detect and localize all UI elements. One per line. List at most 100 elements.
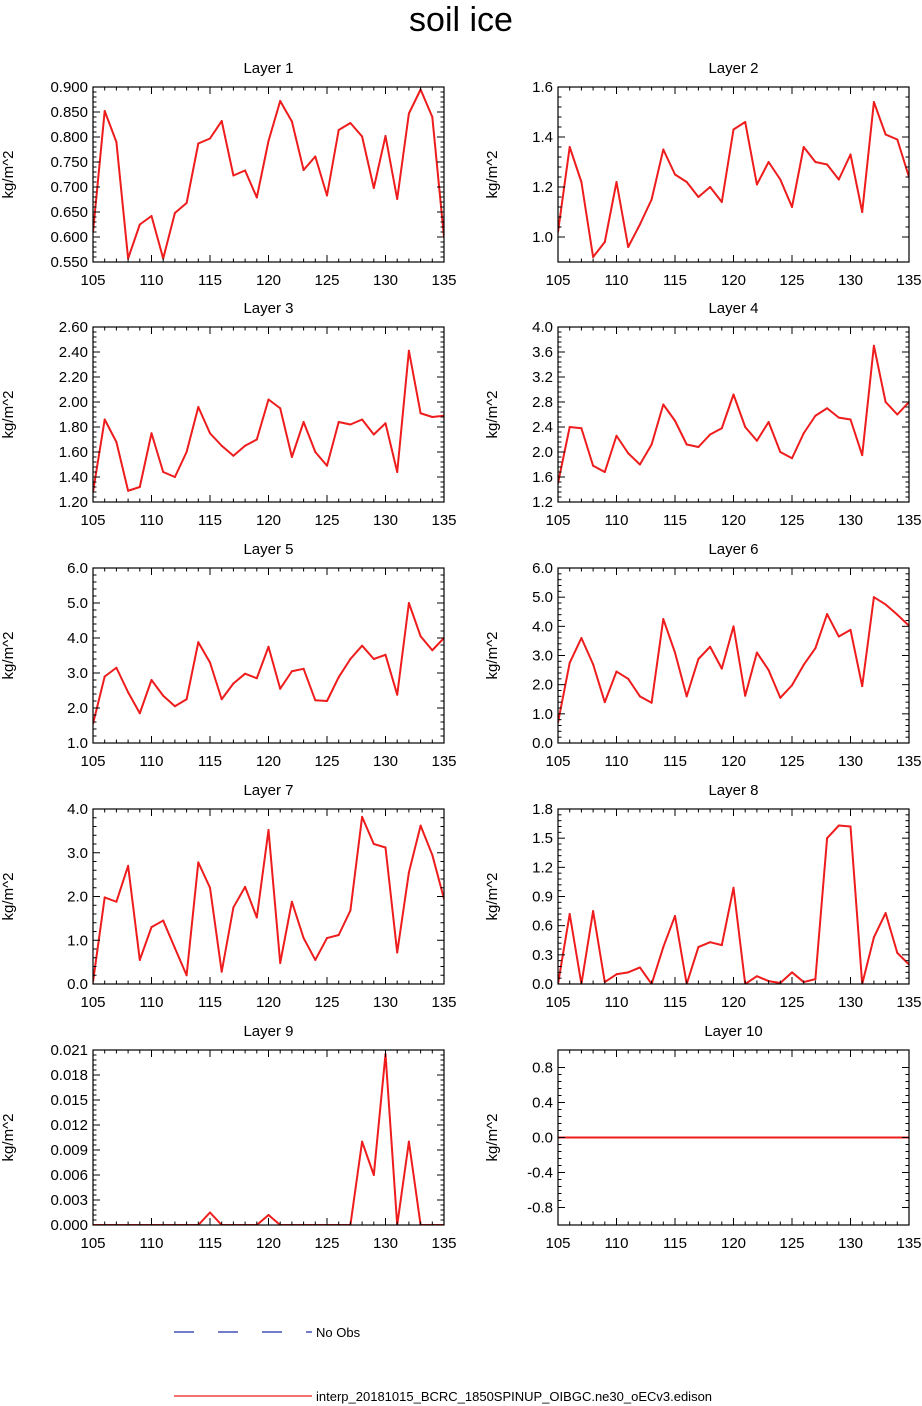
data-point	[685, 443, 688, 446]
y-tick-label: 0.550	[50, 254, 88, 271]
y-tick-label: 1.80	[59, 419, 88, 436]
data-point	[732, 625, 735, 628]
chart-panel-7: 105 110 115 120 125 130 135 0.0 1.0 2.0 3.0 4.0 Laye…	[0, 782, 457, 1011]
data-point	[744, 121, 747, 123]
data-point	[720, 201, 723, 203]
x-tick-label: 110	[605, 994, 629, 1011]
data-point	[896, 951, 899, 954]
y-tick-label: 3.0	[67, 845, 88, 862]
data-point	[396, 198, 399, 200]
data-point	[884, 133, 887, 136]
y-tick-label: 2.00	[59, 394, 88, 411]
data-point	[150, 679, 153, 681]
data-point	[814, 414, 817, 417]
data-point	[150, 215, 153, 217]
data-point	[697, 1136, 700, 1139]
data-point	[896, 413, 899, 416]
y-tick-label: 0.6	[532, 918, 553, 935]
data-point	[814, 1136, 817, 1139]
data-point	[697, 658, 700, 660]
data-point	[732, 128, 735, 131]
y-tick-label: 0.003	[50, 1192, 88, 1209]
x-tick-label: 125	[314, 753, 339, 770]
x-tick-label: 120	[721, 512, 746, 529]
data-point	[115, 141, 118, 143]
x-tick-label: 130	[373, 994, 398, 1011]
y-axis-label: kg/m^2	[484, 873, 501, 921]
data-point	[220, 444, 223, 447]
plot-frame	[92, 86, 445, 263]
data-point	[884, 401, 887, 403]
data-point	[627, 971, 630, 974]
x-tick-label: 125	[779, 994, 804, 1011]
data-point	[662, 403, 665, 406]
y-tick-label: 2.40	[59, 344, 88, 361]
x-tick-label: 115	[663, 512, 687, 529]
y-axis-label: kg/m^2	[0, 151, 17, 199]
data-point	[115, 666, 118, 669]
data-point	[767, 161, 770, 163]
x-tick-label: 125	[314, 512, 339, 529]
chart-panel-10: 105 110 115 120 125 130 135 -0.8 -0.4 0.0 0.4 0.8 La…	[484, 1023, 922, 1252]
x-tick-label: 105	[80, 994, 105, 1011]
data-point	[580, 637, 583, 639]
data-point	[662, 1136, 665, 1139]
data-point	[568, 1136, 571, 1139]
x-tick-label: 115	[198, 753, 222, 770]
y-tick-label: 0.750	[50, 154, 88, 171]
data-point	[396, 693, 399, 696]
data-point	[674, 419, 676, 422]
x-tick-label: 115	[198, 1235, 222, 1252]
data-point	[650, 198, 653, 201]
data-point	[697, 946, 700, 949]
data-point	[337, 421, 340, 423]
data-point	[138, 223, 141, 226]
data-point	[592, 910, 595, 913]
y-tick-label: 0.850	[50, 104, 88, 121]
data-point	[197, 861, 200, 864]
y-tick-label: 0.650	[50, 204, 88, 221]
y-tick-label: 1.2	[532, 494, 553, 511]
data-point	[814, 978, 817, 981]
data-point	[349, 909, 352, 912]
chart-panel-4: 105 110 115 120 125 130 135 1.2 1.6 2.0 2.4 2.8 3.2 3…	[484, 300, 922, 529]
y-tick-label: 1.0	[67, 735, 88, 752]
data-point	[419, 635, 422, 638]
data-point	[103, 110, 106, 112]
data-point	[580, 181, 583, 183]
x-tick-label: 135	[431, 753, 456, 770]
data-point	[314, 155, 317, 158]
data-point	[349, 423, 352, 426]
y-tick-label: 0.700	[50, 179, 88, 196]
legend: No Obs interp_20181015_BCRC_1850SPINUP_O…	[174, 1325, 712, 1404]
chart-panel-5: 105 110 115 120 125 130 135 1.0 2.0 3.0 4.0 5.0 6.0 L…	[0, 541, 457, 770]
chart-panel-2: 105 110 115 120 125 130 135 1.0 1.2 1.4 1.6 Layer 2…	[484, 60, 922, 289]
data-point	[290, 670, 293, 673]
y-tick-label: 1.20	[59, 494, 88, 511]
data-point	[662, 618, 665, 621]
data-point	[685, 181, 688, 183]
data-point	[592, 464, 595, 467]
y-tick-label: 0.012	[50, 1117, 88, 1134]
x-tick-label: 110	[140, 272, 164, 289]
data-point	[255, 916, 258, 919]
y-tick-label: 3.0	[67, 665, 88, 682]
x-tick-label: 105	[80, 753, 105, 770]
y-tick-label: 1.0	[532, 706, 553, 723]
data-point	[650, 1136, 653, 1139]
data-point	[650, 701, 653, 704]
data-point	[802, 663, 805, 666]
data-point	[115, 441, 118, 443]
panel-title: Layer 10	[704, 1023, 762, 1040]
panel-title: Layer 6	[708, 541, 758, 558]
data-point	[779, 451, 782, 453]
plot-frame	[557, 326, 910, 503]
data-point	[603, 701, 606, 704]
x-tick-label: 125	[779, 512, 804, 529]
data-point	[185, 974, 188, 977]
data-point	[173, 947, 176, 950]
data-point	[431, 416, 434, 418]
data-point	[674, 173, 676, 176]
chart-panel-8: 105 110 115 120 125 130 135 0.0 0.3 0.6 0.9 1.2 1.5 1…	[484, 782, 922, 1011]
data-point	[372, 1174, 375, 1176]
